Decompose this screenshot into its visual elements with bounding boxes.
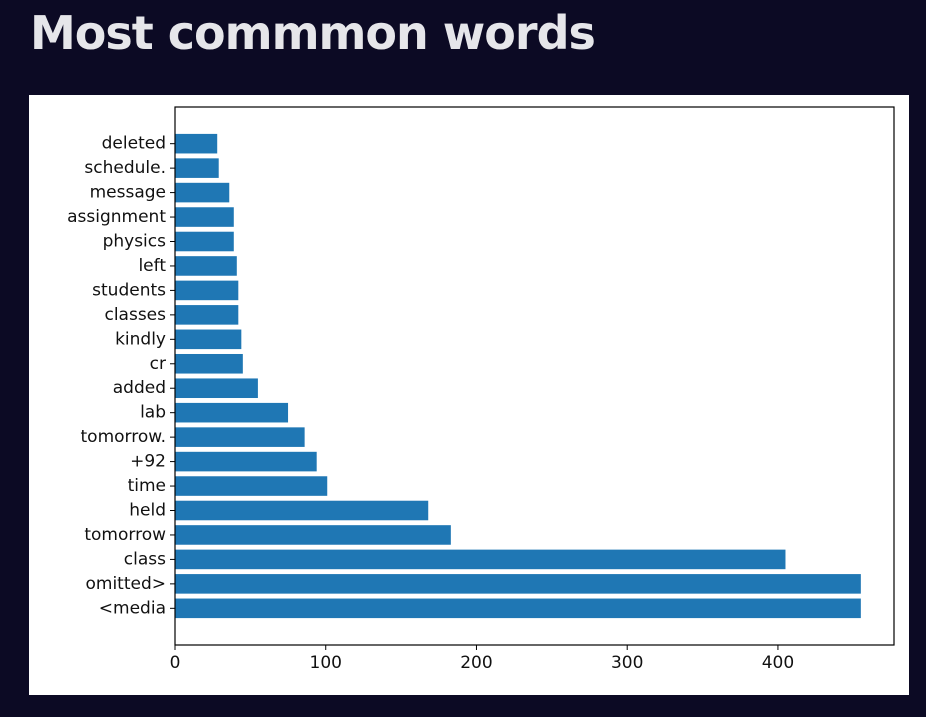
bar — [175, 231, 234, 252]
y-tick-label: kindly — [115, 329, 166, 349]
x-tick-label: 100 — [310, 653, 342, 673]
y-tick-label: assignment — [67, 207, 166, 227]
y-tick-label: omitted> — [85, 574, 166, 594]
bar — [175, 451, 317, 472]
y-tick-label: added — [113, 378, 166, 398]
bar — [175, 476, 328, 496]
bar — [175, 256, 237, 276]
y-tick-label: message — [90, 183, 166, 203]
y-tick-label: +92 — [130, 452, 166, 472]
y-axis-ticks: <media omitted> class tomorrow held time +92 to… — [67, 134, 175, 618]
y-tick-label: left — [138, 256, 166, 276]
chart-figure: <media omitted> class tomorrow held time +92 to… — [29, 95, 909, 695]
bar — [175, 378, 258, 399]
bars-group — [175, 133, 861, 619]
y-tick-label: class — [124, 549, 166, 569]
x-tick-label: 400 — [762, 653, 794, 673]
x-tick-label: 0 — [170, 653, 181, 673]
axes-frame — [174, 106, 895, 646]
bar — [175, 574, 861, 594]
bar — [175, 353, 243, 374]
bar — [175, 402, 289, 423]
y-tick-label: tomorrow — [84, 525, 166, 545]
bar — [175, 525, 451, 545]
x-tick-label: 300 — [611, 653, 643, 673]
y-tick-label: time — [128, 476, 166, 496]
y-tick-label: cr — [150, 354, 166, 374]
y-tick-label: students — [92, 280, 166, 300]
y-tick-label: tomorrow. — [81, 427, 166, 447]
x-axis-ticks: 0 100 200 300 400 — [170, 645, 794, 673]
y-tick-label: deleted — [102, 134, 166, 154]
x-tick-label: 200 — [460, 653, 492, 673]
bar — [175, 427, 305, 447]
bar — [175, 500, 429, 521]
y-tick-label: <media — [99, 598, 166, 618]
bar — [175, 280, 239, 301]
bar — [175, 133, 218, 154]
bar — [175, 158, 219, 178]
bar — [175, 305, 239, 325]
bar — [175, 182, 230, 203]
bar — [175, 207, 234, 227]
bar — [175, 329, 242, 350]
y-tick-label: held — [129, 501, 166, 521]
bar — [175, 598, 861, 619]
y-tick-label: classes — [104, 305, 166, 325]
y-tick-label: schedule. — [84, 158, 166, 178]
y-tick-label: physics — [103, 232, 167, 252]
page-title: Most commmon words — [30, 6, 596, 60]
bar — [175, 549, 786, 570]
bar-chart: <media omitted> class tomorrow held time +92 to… — [67, 106, 895, 673]
y-tick-label: lab — [140, 403, 166, 423]
